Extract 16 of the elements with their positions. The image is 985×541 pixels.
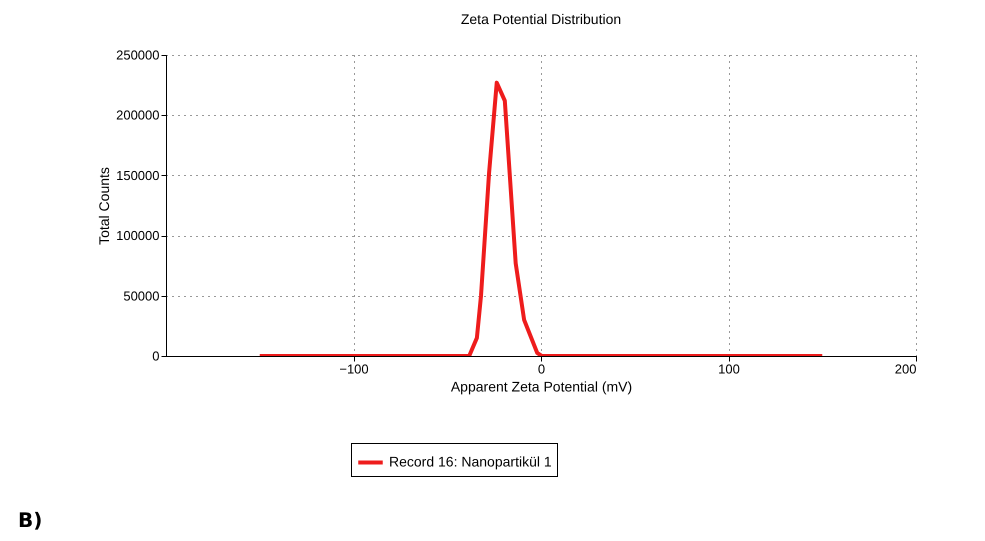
y-tick-label: 100000: [116, 228, 160, 244]
chart-title: Zeta Potential Distribution: [460, 11, 622, 27]
x-tick-label: 0: [538, 362, 546, 376]
legend-label: Record 16: Nanopartikül 1: [389, 454, 552, 470]
y-tick-label: 250000: [116, 48, 160, 62]
x-tick-label: 200: [894, 362, 916, 376]
x-tick-label: −100: [339, 362, 369, 376]
y-tick-label: 0: [152, 348, 160, 364]
text: B): [18, 508, 42, 532]
y-tick-label: 150000: [116, 168, 160, 183]
x-tick-label: 100: [718, 362, 740, 376]
line-series: [258, 80, 824, 356]
y-axis-title: Total Counts: [96, 167, 112, 245]
y-tick-label: 200000: [116, 108, 160, 123]
x-axis-title: Apparent Zeta Potential (mV): [450, 378, 632, 394]
y-tick-label: 50000: [123, 288, 160, 304]
